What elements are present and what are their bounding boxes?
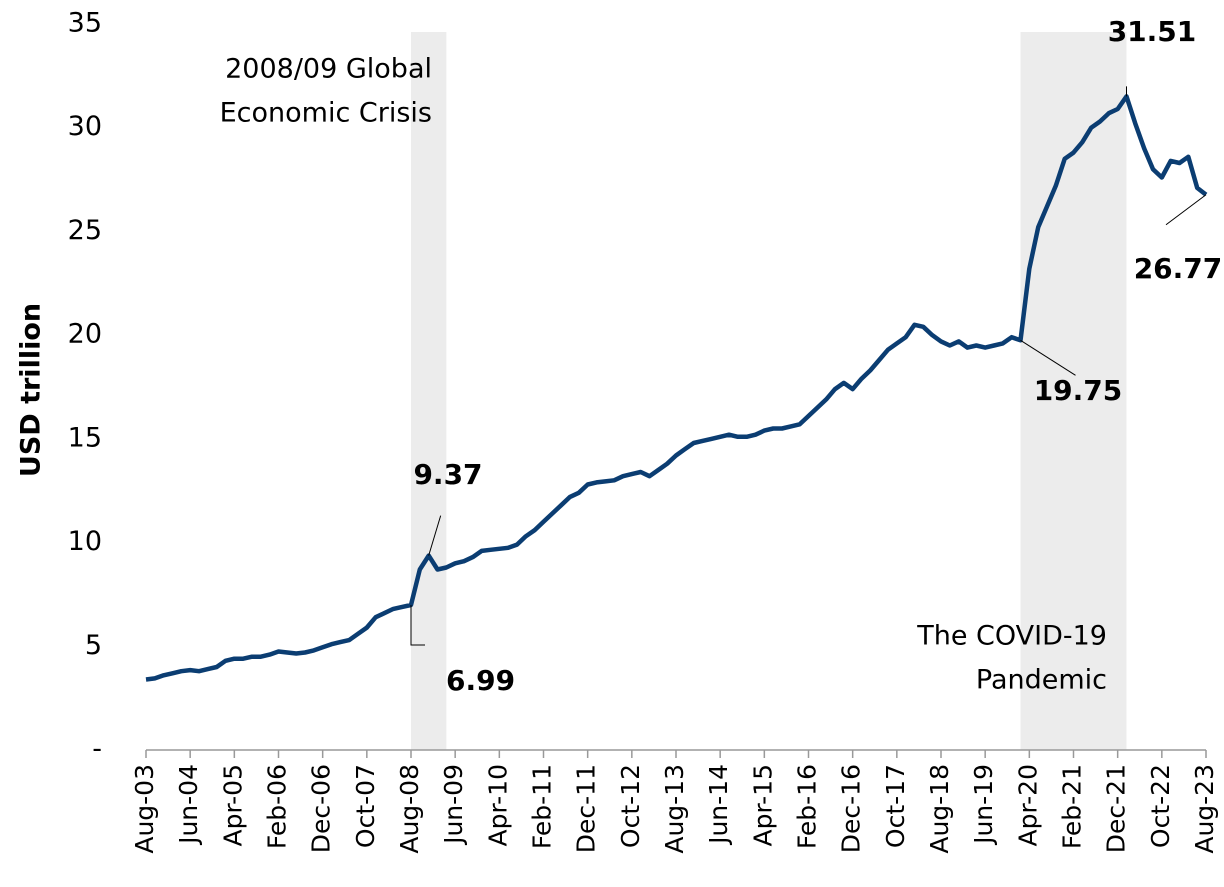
y-tick-label: 25 [68,215,102,246]
line-series [145,94,1208,682]
x-tick-label: Jun-09 [439,764,468,846]
x-tick-label: Apr-15 [748,764,777,846]
region-annotation: The COVID-19 [916,621,1107,652]
x-tick-label: Aug-23 [1190,764,1219,854]
y-tick-label: 15 [68,422,102,453]
x-tick-label: Apr-20 [1013,764,1042,846]
x-tick-label: Feb-21 [1058,764,1087,849]
y-tick-label: - [92,734,102,765]
x-tick-label: Apr-05 [218,764,247,846]
x-tick-label: Dec-11 [572,764,601,853]
x-tick-label: Dec-21 [1102,764,1131,853]
x-tick-label: Feb-16 [793,764,822,849]
x-tick-label: Jun-19 [969,764,998,846]
y-tick-label: 35 [68,8,102,39]
x-tick-label: Oct-17 [881,764,910,848]
leader-line [1165,194,1207,226]
region-annotation: Pandemic [976,665,1107,696]
x-tick-label: Oct-22 [1146,764,1175,848]
x-tick-label: Oct-12 [616,764,645,848]
x-tick-label: Jun-04 [174,764,203,846]
y-axis-title: USD trillion [16,303,47,477]
data-label: 31.51 [1108,15,1197,48]
x-tick-label: Apr-10 [483,764,512,846]
leader-line [1020,339,1076,376]
x-tick-label: Feb-11 [528,764,557,849]
x-tick-label: Aug-08 [395,764,424,854]
y-tick-label: 10 [68,526,102,557]
x-tick-label: Aug-13 [660,764,689,854]
y-tick-label: 30 [68,111,102,142]
region-annotation: 2008/09 Global [225,54,432,85]
region-annotation: Economic Crisis [220,98,432,129]
data-label: 9.37 [413,458,482,491]
data-label: 26.77 [1134,252,1223,285]
x-tick-label: Aug-03 [130,764,159,854]
x-tick-label: Feb-06 [263,764,292,849]
data-label: 19.75 [1034,374,1123,407]
shaded-region [411,32,447,750]
x-tick-label: Aug-18 [925,764,954,854]
x-tick-label: Jun-14 [704,764,733,846]
y-tick-label: 5 [85,630,102,661]
data-label: 6.99 [446,664,515,697]
x-tick-label: Dec-16 [837,764,866,853]
leader-line [410,605,425,646]
x-tick-label: Dec-06 [307,764,336,853]
leader-line [428,515,442,556]
x-tick-label: Oct-07 [351,764,380,848]
y-tick-label: 20 [68,319,102,350]
